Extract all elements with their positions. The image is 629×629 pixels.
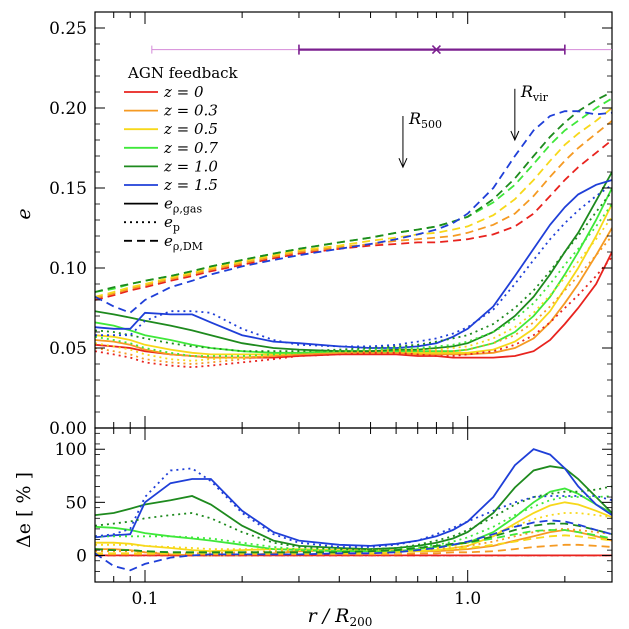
series-line-dotted-10 [95,190,612,353]
top-panel: 0.00 0.05 0.10 0.15 0.20 0.25 [49,11,613,439]
annotations: R500 Rvir [151,44,612,169]
x-axis-label: r / R200 [308,605,373,629]
legend-entry-label: eρ,gas [164,195,202,216]
series-line-dashed-16 [95,91,612,293]
y-tick-label: 0.25 [49,19,87,39]
series-line-dotted-10 [95,485,612,550]
annotation-arrowhead [510,130,520,142]
series-line-dashed-16 [95,522,612,554]
y-tick-label: 0.20 [49,99,87,119]
y-tick-label: 100 [55,440,87,460]
series-line-dotted-9 [95,495,612,551]
legend-entry-label: z = 1.5 [163,176,218,194]
series-line-solid-3 [95,187,612,354]
plot-frame [94,427,613,583]
series-line-solid-3 [95,487,612,553]
x-axis-label-main: r / R [308,605,350,627]
series-line-solid-1 [95,227,612,359]
legend-entry-label: ep [164,213,180,234]
annotation-label: Rvir [520,82,549,104]
legend-entry-label: z = 0.7 [163,139,218,157]
series-line-dashed-13 [95,120,612,300]
bottom-y-axis-label: Δe [ % ] [13,472,35,548]
legend-entry-label: z = 1.0 [163,157,218,175]
series-line-solid-5 [95,179,612,349]
series-line-dotted-11 [95,467,612,548]
series-line-solid-4 [95,171,612,353]
legend-entry-label: z = 0.3 [163,102,218,120]
series-line-dashed-17 [95,519,612,572]
y-tick-label: 0.05 [49,339,87,359]
annotation-arrowhead [398,157,408,169]
series-line-dashed-14 [95,107,612,298]
y-tick-label: 50 [65,493,87,513]
legend-entry-label: z = 0 [163,83,204,101]
series-line-solid-2 [95,501,612,553]
range-bar-marker [431,45,441,55]
series-line-solid-5 [95,448,612,547]
x-axis-label-sub: 200 [349,615,372,629]
series-group [95,448,612,572]
series-line-solid-0 [95,251,612,359]
series-line-dashed-14 [95,534,612,555]
y-tick-label: 0.00 [49,419,87,439]
y-tick-label: 0.10 [49,259,87,279]
series-line-dotted-7 [95,235,612,365]
series-line-dashed-13 [95,543,612,556]
annotation-label: R500 [408,109,442,131]
y-tick-label: 0 [76,546,87,566]
bottom-panel: 0 50 100 0.1 1.0 [55,427,613,609]
axis-labels: e Δe [ % ] r / R200 [13,208,372,629]
x-tick-label: 0.1 [131,589,158,609]
series-line-dashed-12 [95,139,612,301]
legend-title: AGN feedback [127,64,239,82]
series-line-dashed-17 [95,110,612,314]
legend-entry-label: eρ,DM [164,232,203,253]
series-group [95,91,612,369]
x-tick-label: 1.0 [454,589,481,609]
top-y-axis-label: e [13,208,35,219]
legend-entry-label: z = 0.5 [163,120,218,138]
y-tick-label: 0.15 [49,179,87,199]
series-line-dotted-11 [95,184,612,348]
